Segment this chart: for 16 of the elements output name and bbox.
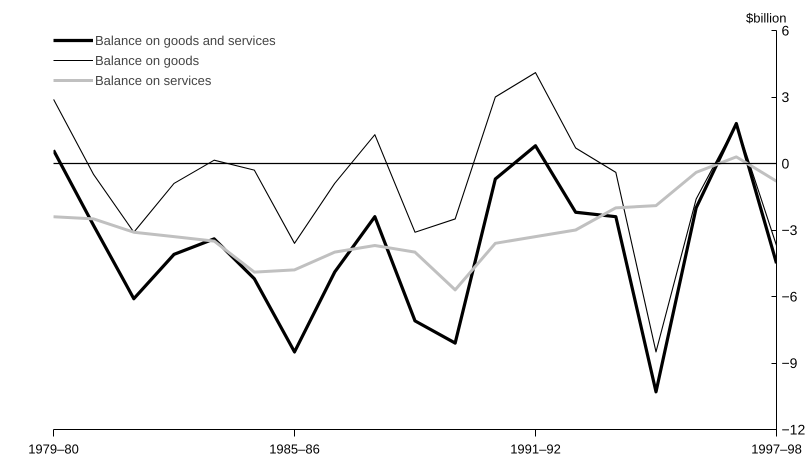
legend-label: Balance on services [95, 72, 212, 88]
y-tick-label: 6 [782, 22, 790, 38]
y-tick-label: −3 [782, 222, 798, 238]
line-series [54, 155, 776, 292]
y-tick-label: 0 [782, 156, 790, 172]
legend-label: Balance on goods [95, 52, 200, 68]
y-tick-label: −12 [782, 422, 806, 438]
y-tick-label: 3 [782, 89, 790, 105]
y-tick-label: −6 [782, 288, 798, 304]
legend-label: Balance on goods and services [95, 32, 276, 48]
x-tick-label: 1997–98 [751, 442, 802, 456]
x-tick-label: 1985–86 [269, 442, 320, 456]
y-tick-label: −9 [782, 355, 798, 371]
x-tick-label: 1991–92 [510, 442, 561, 456]
x-tick-label: 1979–80 [28, 442, 79, 456]
y-axis-title: $billion [746, 10, 787, 26]
